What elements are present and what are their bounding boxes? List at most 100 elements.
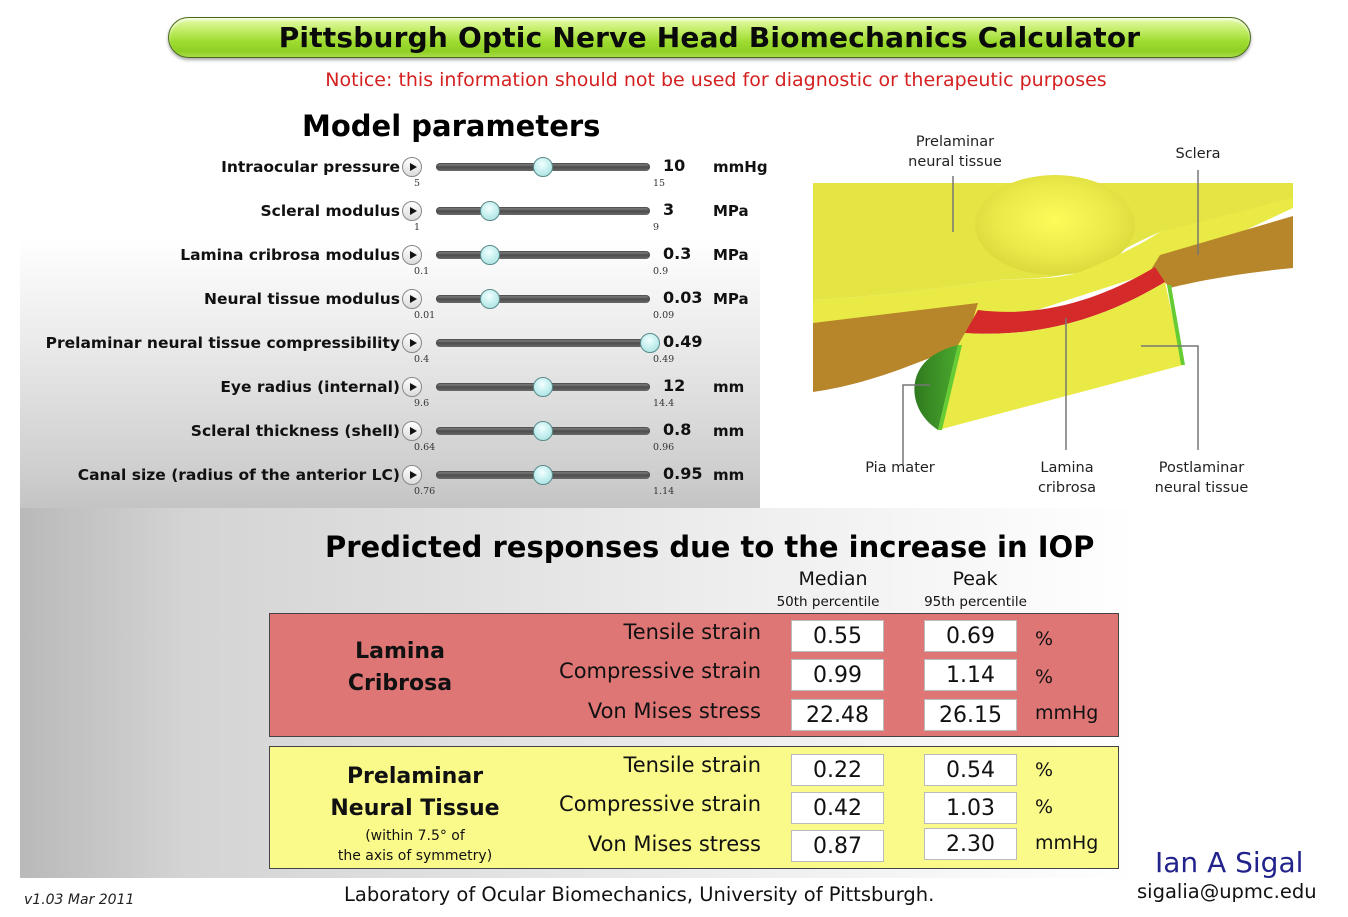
median-value: 0.99 bbox=[791, 659, 884, 691]
label-postlaminar-line2: neural tissue bbox=[1154, 480, 1249, 496]
peak-value: 26.15 bbox=[924, 699, 1017, 731]
parameter-label: Canal size (radius of the anterior LC) bbox=[77, 466, 400, 484]
animate-button[interactable] bbox=[402, 201, 422, 221]
slider-min-label: 9.6 bbox=[414, 398, 430, 409]
leader-postlaminar bbox=[1141, 345, 1199, 450]
slider-thumb[interactable] bbox=[533, 377, 553, 397]
label-prelaminar-neural-tissue: Prelaminar neural tissue bbox=[895, 132, 1015, 172]
label-prelaminar-line1: Prelaminar bbox=[915, 134, 995, 150]
parameter-row: Eye radius (internal) 9.6 14.4 12 mm bbox=[0, 376, 780, 421]
app-title-bar: Pittsburgh Optic Nerve Head Biomechanics… bbox=[168, 17, 1251, 58]
sclera-right bbox=[1152, 216, 1293, 288]
parameter-slider[interactable] bbox=[436, 157, 650, 177]
metric-label: Tensile strain bbox=[623, 620, 761, 644]
parameter-value: 0.8 bbox=[663, 420, 692, 439]
parameter-row: Prelaminar neural tissue compressibility… bbox=[0, 332, 780, 377]
play-icon bbox=[409, 163, 417, 171]
pia-mater-edge bbox=[938, 345, 962, 430]
animate-button[interactable] bbox=[402, 245, 422, 265]
label-postlaminar-neural-tissue: Postlaminar neural tissue bbox=[1145, 458, 1258, 498]
parameter-slider[interactable] bbox=[436, 465, 650, 485]
slider-thumb[interactable] bbox=[479, 201, 500, 221]
label-lamina-line1: Lamina bbox=[1040, 460, 1094, 476]
predictions-title: Predicted responses due to the increase … bbox=[325, 530, 1095, 564]
parameter-value: 3 bbox=[663, 200, 675, 219]
slider-max-label: 0.96 bbox=[653, 442, 675, 453]
parameter-label: Lamina cribrosa modulus bbox=[180, 246, 400, 264]
parameter-unit: MPa bbox=[713, 246, 749, 264]
parameter-label: Prelaminar neural tissue compressibility bbox=[45, 334, 400, 352]
parameter-slider[interactable] bbox=[436, 421, 650, 441]
metric-unit: % bbox=[1035, 759, 1054, 781]
group-title-prelaminar-neural-tissue: Prelaminar Neural Tissue bbox=[300, 761, 530, 825]
slider-max-label: 0.9 bbox=[653, 266, 669, 277]
parameter-unit: MPa bbox=[713, 290, 749, 308]
slider-thumb[interactable] bbox=[533, 465, 553, 485]
parameter-unit: mm bbox=[713, 466, 745, 484]
pia-mater-shape bbox=[914, 345, 958, 430]
label-lamina-cribrosa: Lamina cribrosa bbox=[1022, 458, 1112, 498]
slider-thumb[interactable] bbox=[533, 421, 553, 441]
group-title-lc-line2: Cribrosa bbox=[347, 671, 453, 696]
peak-value: 2.30 bbox=[924, 828, 1017, 860]
metric-unit: % bbox=[1035, 628, 1054, 650]
animate-button[interactable] bbox=[402, 333, 422, 353]
slider-thumb[interactable] bbox=[479, 289, 500, 309]
slider-max-label: 1.14 bbox=[653, 486, 675, 497]
version-label: v1.03 Mar 2011 bbox=[24, 892, 135, 908]
slider-min-label: 0.01 bbox=[414, 310, 436, 321]
slider-thumb[interactable] bbox=[479, 245, 500, 265]
prelaminar-front bbox=[813, 198, 1293, 330]
median-value: 0.42 bbox=[791, 792, 884, 824]
parameter-unit: mmHg bbox=[713, 158, 768, 176]
play-icon bbox=[409, 383, 417, 391]
parameter-slider[interactable] bbox=[436, 333, 660, 353]
peak-value: 0.54 bbox=[924, 754, 1017, 786]
parameter-value: 12 bbox=[663, 376, 686, 395]
metric-label: Compressive strain bbox=[559, 659, 761, 683]
group-title-pnt-line2: Neural Tissue bbox=[330, 796, 500, 821]
play-icon bbox=[409, 471, 417, 479]
parameter-label: Intraocular pressure bbox=[221, 158, 400, 176]
parameter-slider[interactable] bbox=[436, 377, 650, 397]
parameter-label: Scleral thickness (shell) bbox=[190, 422, 400, 440]
slider-thumb[interactable] bbox=[533, 157, 553, 177]
slider-min-label: 1 bbox=[414, 222, 421, 233]
animate-button[interactable] bbox=[402, 289, 422, 309]
play-icon bbox=[409, 295, 417, 303]
onh-illustration bbox=[813, 170, 1293, 465]
slider-max-label: 0.09 bbox=[653, 310, 675, 321]
parameter-slider[interactable] bbox=[436, 201, 650, 221]
column-header-peak: Peak bbox=[952, 568, 998, 590]
metric-label: Von Mises stress bbox=[587, 832, 761, 856]
peak-value: 1.14 bbox=[924, 659, 1017, 691]
lamina-cribrosa-band bbox=[965, 267, 1165, 334]
animate-button[interactable] bbox=[402, 421, 422, 441]
prelaminar-neural-tissue-results: Prelaminar Neural Tissue (within 7.5° of t… bbox=[269, 746, 1119, 869]
parameter-unit: mm bbox=[713, 422, 745, 440]
slider-thumb[interactable] bbox=[640, 333, 660, 353]
author-email[interactable]: sigalia@upmc.edu bbox=[1137, 880, 1317, 903]
lab-credit: Laboratory of Ocular Biomechanics, Unive… bbox=[344, 883, 935, 906]
cup-depression bbox=[975, 175, 1135, 275]
slider-max-label: 14.4 bbox=[653, 398, 675, 409]
app-title: Pittsburgh Optic Nerve Head Biomechanics… bbox=[278, 21, 1141, 54]
slider-max-label: 15 bbox=[653, 178, 666, 189]
sclera-left bbox=[813, 303, 978, 392]
animate-button[interactable] bbox=[402, 465, 422, 485]
median-value: 0.55 bbox=[791, 620, 884, 652]
disclaimer-notice: Notice: this information should not be u… bbox=[325, 69, 1107, 91]
animate-button[interactable] bbox=[402, 157, 422, 177]
parameter-slider[interactable] bbox=[436, 289, 650, 309]
lamina-cribrosa-results: Lamina Cribrosa Tensile strain 0.55 0.69 … bbox=[269, 613, 1119, 737]
parameter-label: Scleral modulus bbox=[260, 202, 401, 220]
label-prelaminar-line2: neural tissue bbox=[908, 154, 1002, 170]
slider-min-label: 0.4 bbox=[414, 354, 430, 365]
peak-value: 0.69 bbox=[924, 620, 1017, 652]
median-value: 22.48 bbox=[791, 699, 884, 731]
group-title-lc-line1: Lamina bbox=[355, 639, 445, 664]
label-sclera: Sclera bbox=[1175, 146, 1221, 162]
parameter-slider[interactable] bbox=[436, 245, 650, 265]
animate-button[interactable] bbox=[402, 377, 422, 397]
column-subheader-peak: 95th percentile bbox=[924, 594, 1027, 610]
